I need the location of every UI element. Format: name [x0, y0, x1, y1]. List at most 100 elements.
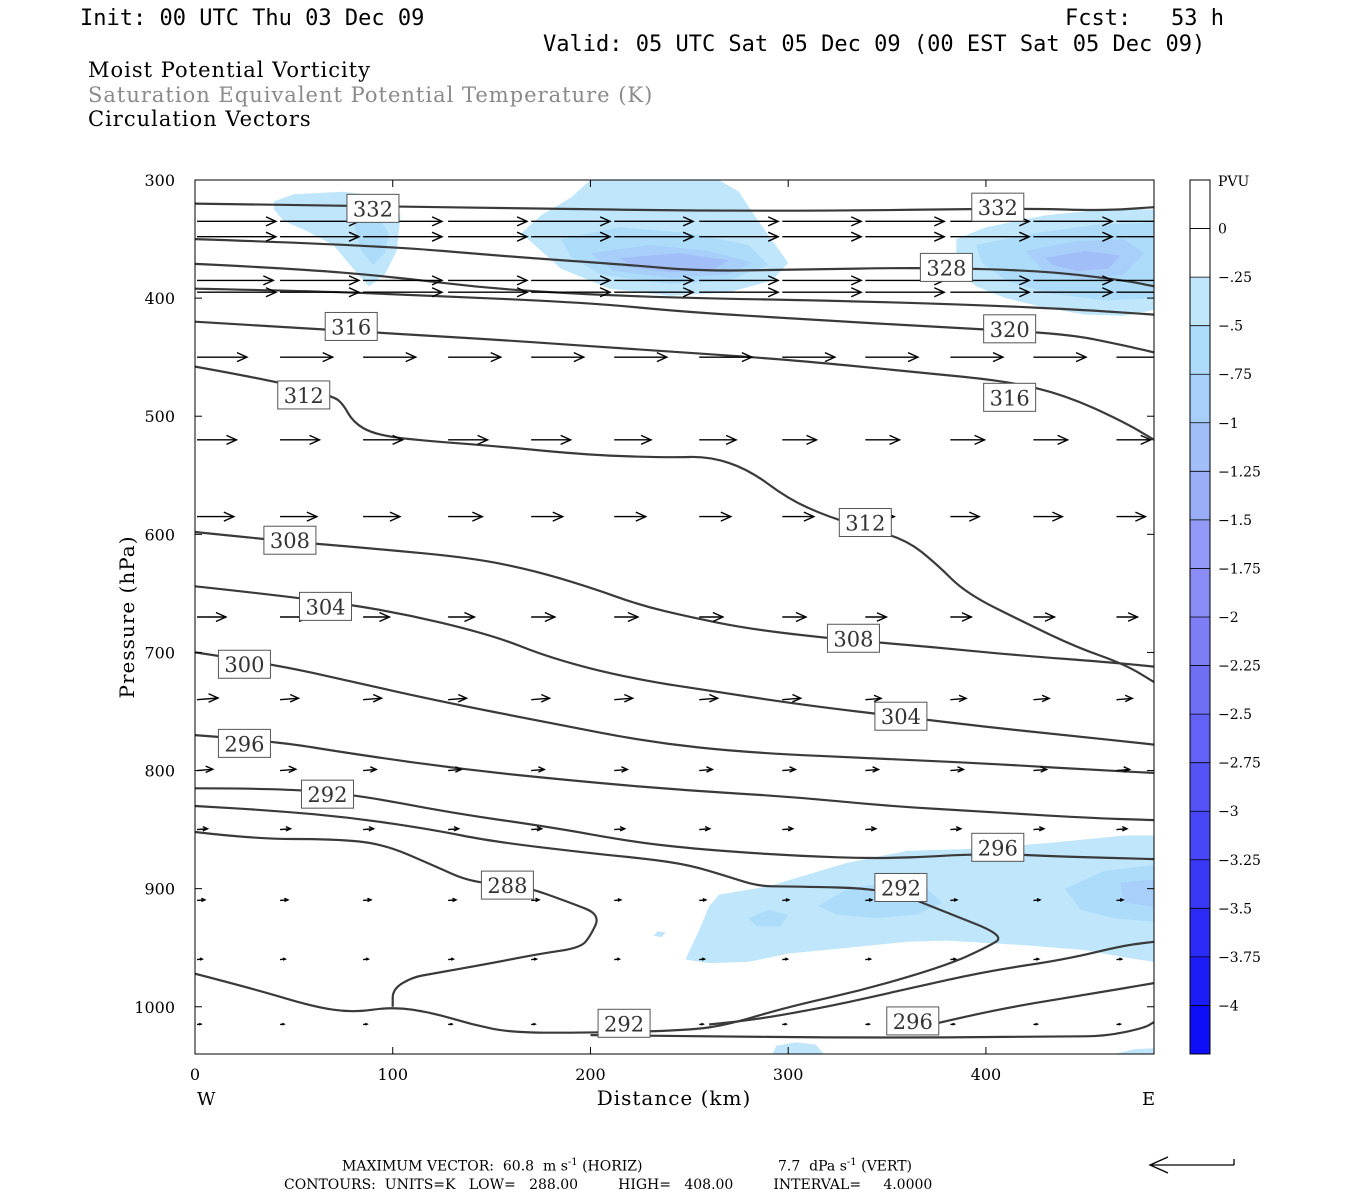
vector-9-11 [1116, 766, 1132, 773]
vector-11-5 [614, 897, 623, 902]
colorbar-label-6: −1.5 [1218, 513, 1252, 529]
vector-12-1 [279, 957, 288, 961]
vector-4-5 [614, 352, 669, 363]
vector-10-4 [531, 825, 544, 832]
vector-2-5 [614, 275, 695, 286]
theta-contour-288 [195, 830, 598, 1007]
svg-text:328: 328 [926, 256, 966, 280]
colorbar: 0 −.25 −.5 −.75 −1 −1.25 −1.5 −1.75 −2 −2.25 −2.5 −… [1189, 179, 1261, 1055]
colorbar-box-16 [1190, 1005, 1210, 1054]
west-label: W [197, 1089, 216, 1110]
colorbar-box-14 [1190, 908, 1210, 957]
contour-label-11: 308 [826, 623, 880, 653]
vector-4-6 [699, 352, 754, 363]
svg-text:296: 296 [224, 732, 264, 756]
vector-12-5 [614, 957, 622, 961]
vector-3-3 [448, 287, 529, 298]
theta-contour-308 [195, 530, 1154, 668]
vector-10-5 [614, 825, 627, 832]
vector-5-3 [448, 434, 490, 445]
vector-10-3 [448, 825, 461, 832]
svg-text:288: 288 [487, 874, 527, 898]
vector-13-3 [448, 1022, 454, 1026]
vector-5-5 [614, 434, 653, 445]
vector-1-4 [531, 231, 612, 242]
vector-10-2 [363, 825, 376, 832]
field-title-mpv: Moist Potential Vorticity [88, 58, 371, 82]
vector-8-4 [531, 693, 552, 703]
x-tick-label-200: 200 [575, 1065, 606, 1084]
vector-3-9 [950, 287, 1032, 298]
vector-5-0 [197, 434, 239, 445]
colorbar-label-8: −2 [1218, 610, 1239, 626]
colorbar-label-15: −3.75 [1218, 950, 1261, 966]
vector-2-6 [699, 275, 780, 286]
colorbar-label-16: −4 [1218, 998, 1239, 1014]
colorbar-box-0 [1190, 228, 1210, 278]
svg-text:292: 292 [604, 1012, 644, 1036]
contour-label-1: 332 [971, 192, 1025, 222]
y-tick-label-800: 800 [144, 762, 175, 781]
contour-label-5: 312 [277, 380, 331, 410]
vector-0-5 [614, 216, 695, 227]
vector-1-5 [614, 231, 695, 242]
vector-0-10 [1033, 216, 1115, 227]
vector-11-2 [363, 897, 373, 903]
colorbar-box-13 [1190, 859, 1210, 909]
vector-11-11 [1116, 897, 1125, 902]
vector-3-2 [363, 287, 444, 298]
vector-1-2 [363, 231, 444, 242]
colorbar-box-5 [1190, 471, 1210, 520]
svg-text:312: 312 [284, 384, 324, 408]
contour-label-9: 304 [299, 591, 353, 621]
vector-13-6 [699, 1022, 705, 1026]
colorbar-unit: PVU [1218, 174, 1250, 190]
vector-4-4 [531, 352, 586, 363]
vector-9-4 [531, 766, 547, 773]
colorbar-label-14: −3.5 [1218, 901, 1252, 917]
plot-frame [194, 179, 1155, 1055]
colorbar-box-12 [1190, 811, 1210, 860]
vector-2-0 [197, 275, 276, 286]
mpv-region-1 [353, 215, 389, 265]
vector-6-9 [950, 511, 982, 522]
contour-label-8: 308 [263, 525, 317, 555]
svg-text:308: 308 [833, 627, 873, 651]
y-axis-label: Pressure (hPa) [115, 536, 139, 699]
vector-0-0 [197, 216, 278, 227]
y-tick-label-300: 300 [144, 171, 175, 190]
svg-text:304: 304 [305, 595, 345, 619]
vector-1-8 [865, 231, 946, 242]
x-tick-label-0: 0 [190, 1065, 200, 1084]
vector-7-10 [1033, 612, 1057, 622]
vector-5-9 [950, 434, 987, 445]
vector-9-9 [950, 766, 966, 773]
contour-info: CONTOURS: UNITS=K LOW= 288.00 HIGH= 408.… [284, 1177, 933, 1193]
vector-8-10 [1033, 694, 1051, 703]
vector-7-7 [782, 611, 808, 623]
colorbar-box-8 [1190, 617, 1210, 666]
vector-5-2 [363, 434, 405, 445]
theta-contour-296 [906, 982, 1154, 1032]
mpv-region-12 [748, 909, 789, 927]
vector-9-7 [782, 766, 798, 773]
vector-2-11 [1116, 279, 1154, 282]
vector-6-1 [280, 511, 319, 522]
vector-13-1 [279, 1022, 286, 1026]
colorbar-box-7 [1190, 568, 1210, 617]
contour-label-12: 296 [217, 728, 271, 758]
vector-6-6 [699, 511, 733, 522]
max-vector-horiz-exp: -1 [567, 1157, 578, 1168]
vector-5-11 [1116, 434, 1153, 445]
vector-6-2 [363, 511, 402, 522]
vector-2-3 [448, 275, 529, 286]
vector-8-7 [782, 693, 803, 703]
svg-text:312: 312 [845, 512, 885, 536]
vector-9-3 [448, 766, 463, 773]
contour-label-15: 296 [971, 832, 1025, 862]
vector-3-7 [782, 287, 863, 298]
vector-11-10 [1033, 897, 1042, 902]
x-tick-label-300: 300 [773, 1065, 804, 1084]
colorbar-box-4 [1190, 422, 1210, 472]
init-time: Init: 00 UTC Thu 03 Dec 09 [80, 6, 425, 31]
